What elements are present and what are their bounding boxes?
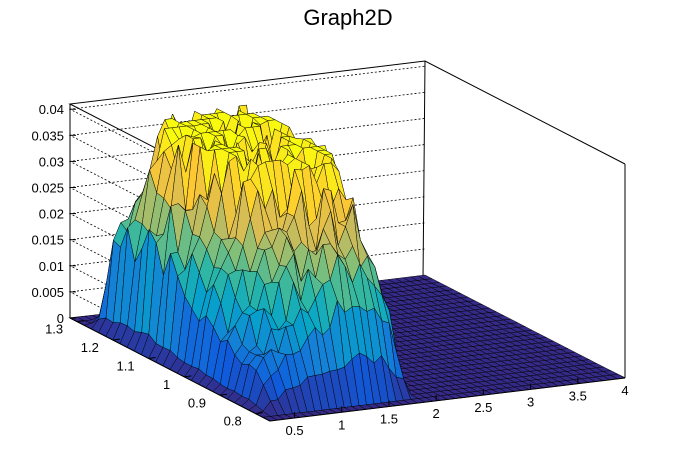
axis-ticks: 0.5 1 1.5 2 2.5 3 3.5 4 0.8 0.9 1 1.1 1.2 1.30 0.005 0.… [31, 102, 628, 438]
x-tick-label-7: 4 [621, 383, 628, 398]
x-tick-label-5: 3 [527, 394, 534, 409]
back-right-vertical [422, 60, 426, 281]
x-tick-label-1: 1 [338, 417, 345, 432]
y-axis-line [69, 317, 271, 422]
z-tick-label-3: 0.015 [31, 233, 64, 248]
surface-plot [69, 104, 626, 422]
x-tick-label-2: 1.5 [380, 412, 398, 427]
x-axis-line [269, 377, 626, 422]
y-tick-mark-3 [148, 356, 156, 359]
y-tick-mark-0 [255, 412, 263, 415]
x-tick-label-4: 2.5 [474, 400, 492, 415]
y-tick-label-1: 0.9 [188, 395, 206, 410]
y-tick-label-2: 1 [163, 377, 170, 392]
x-tick-label-6: 3.5 [569, 389, 587, 404]
z-tick-label-8: 0.04 [39, 102, 64, 117]
z-tick-label-2: 0.01 [39, 259, 64, 274]
z-tick-label-1: 0.005 [31, 285, 64, 300]
chart-title: Graph2D [303, 5, 392, 30]
z-tick-label-6: 0.03 [39, 154, 64, 169]
z-tick-label-4: 0.02 [39, 207, 64, 222]
y-tick-label-5: 1.3 [45, 322, 63, 337]
y-tick-mark-4 [112, 338, 120, 341]
y-tick-mark-1 [219, 393, 228, 396]
y-tick-label-4: 1.2 [81, 340, 99, 355]
y-tick-mark-5 [77, 320, 85, 323]
y-tick-label-0: 0.8 [224, 414, 242, 429]
z-tick-label-7: 0.035 [31, 128, 64, 143]
x-tick-label-3: 2 [433, 406, 440, 421]
z-tick-label-5: 0.025 [31, 181, 64, 196]
x-tick-label-0: 0.5 [286, 423, 304, 438]
y-tick-mark-2 [184, 375, 192, 378]
z-tick-label-0: 0 [57, 311, 64, 326]
y-tick-label-3: 1.1 [116, 358, 134, 373]
axis-frame-front [69, 317, 626, 422]
